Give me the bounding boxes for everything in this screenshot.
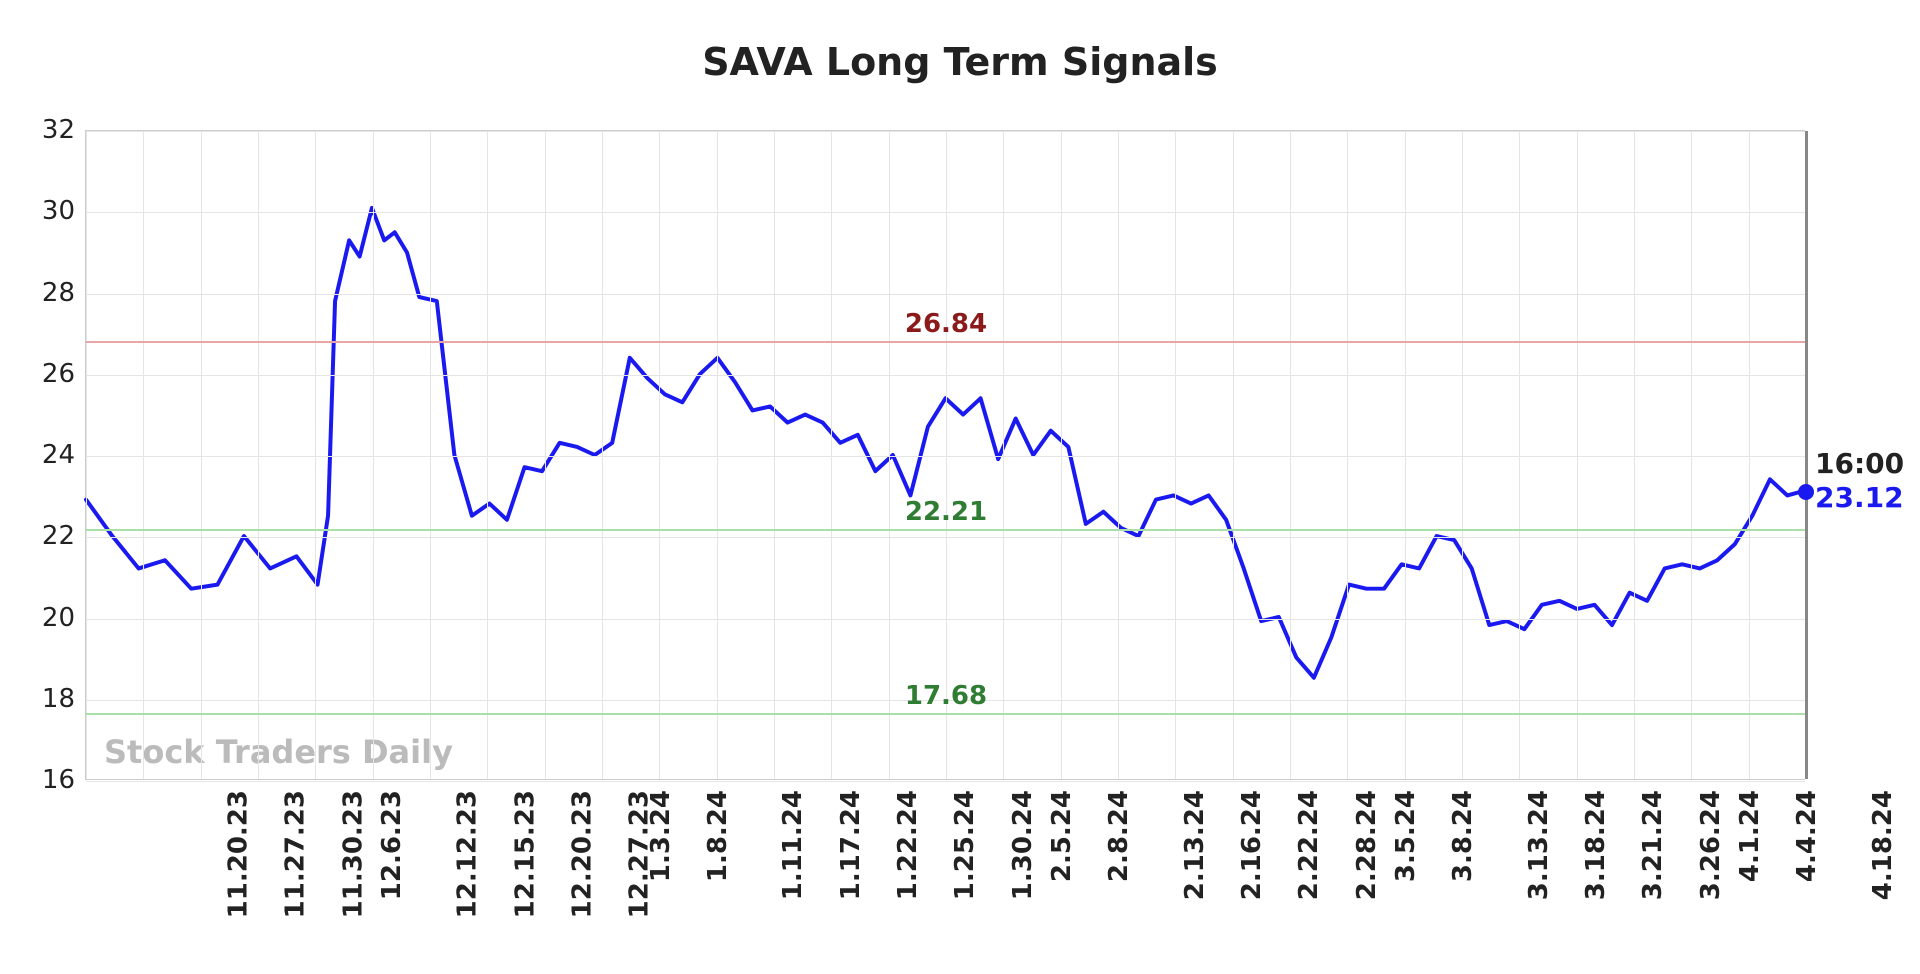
x-tick-label: 2.8.24 (1104, 790, 1134, 882)
x-tick-label: 2.16.24 (1237, 790, 1267, 900)
grid-line-vertical (1118, 131, 1119, 779)
grid-line-vertical (1061, 131, 1062, 779)
grid-line-vertical (315, 131, 316, 779)
grid-line-vertical (602, 131, 603, 779)
x-tick-label: 12.15.23 (510, 790, 540, 918)
x-tick-label: 2.28.24 (1352, 790, 1382, 900)
grid-line-vertical (1003, 131, 1004, 779)
x-tick-label: 12.12.23 (453, 790, 483, 918)
y-tick-label: 26 (42, 359, 75, 389)
grid-line-vertical (889, 131, 890, 779)
x-tick-label: 3.18.24 (1581, 790, 1611, 900)
grid-line-vertical (373, 131, 374, 779)
grid-line-vertical (1347, 131, 1348, 779)
end-time-label: 16:00 (1815, 447, 1904, 480)
grid-line-vertical (86, 131, 87, 779)
reference-line (86, 529, 1805, 531)
grid-line-vertical (1749, 131, 1750, 779)
reference-line (86, 713, 1805, 715)
y-tick-label: 28 (42, 278, 75, 308)
grid-line-vertical (1290, 131, 1291, 779)
grid-line-vertical (201, 131, 202, 779)
y-tick-label: 20 (42, 603, 75, 633)
y-tick-label: 30 (42, 196, 75, 226)
end-price-label: 23.12 (1815, 481, 1904, 514)
x-tick-label: 1.30.24 (1008, 790, 1038, 900)
x-tick-label: 12.20.23 (567, 790, 597, 918)
grid-line-vertical (1175, 131, 1176, 779)
y-tick-label: 18 (42, 684, 75, 714)
y-tick-label: 22 (42, 521, 75, 551)
grid-line-vertical (143, 131, 144, 779)
x-tick-label: 2.13.24 (1180, 790, 1210, 900)
chart-title: SAVA Long Term Signals (0, 40, 1920, 84)
x-tick-label: 2.22.24 (1295, 790, 1325, 900)
grid-line-vertical (831, 131, 832, 779)
grid-line-vertical (258, 131, 259, 779)
reference-line-label: 26.84 (905, 309, 987, 339)
x-tick-label: 4.1.24 (1735, 790, 1765, 882)
grid-line-vertical (1691, 131, 1692, 779)
y-tick-label: 16 (42, 765, 75, 795)
grid-line-vertical (430, 131, 431, 779)
grid-line-vertical (1577, 131, 1578, 779)
x-tick-label: 1.3.24 (646, 790, 676, 882)
x-tick-label: 3.13.24 (1524, 790, 1554, 900)
grid-line-vertical (717, 131, 718, 779)
reference-line-label: 17.68 (905, 681, 987, 711)
end-marker-dot (1798, 484, 1814, 500)
x-tick-label: 11.20.23 (223, 790, 253, 918)
grid-line-vertical (774, 131, 775, 779)
x-tick-label: 3.5.24 (1391, 790, 1421, 882)
grid-line-vertical (1462, 131, 1463, 779)
x-tick-label: 1.17.24 (836, 790, 866, 900)
plot-area: Stock Traders Daily 26.84 22.21 17.68 (85, 130, 1805, 780)
grid-line-vertical (487, 131, 488, 779)
grid-line-vertical (1634, 131, 1635, 779)
x-tick-label: 11.30.23 (338, 790, 368, 918)
x-tick-label: 4.4.24 (1792, 790, 1822, 882)
reference-line-label: 22.21 (905, 497, 987, 527)
x-tick-label: 1.11.24 (779, 790, 809, 900)
grid-line-vertical (1519, 131, 1520, 779)
grid-line-vertical (659, 131, 660, 779)
x-tick-label: 3.8.24 (1448, 790, 1478, 882)
x-tick-label: 12.6.23 (377, 790, 407, 900)
vertical-end-line (1805, 131, 1808, 779)
y-tick-label: 32 (42, 115, 75, 145)
y-tick-label: 24 (42, 440, 75, 470)
grid-line-vertical (545, 131, 546, 779)
reference-line (86, 341, 1805, 343)
x-tick-label: 3.21.24 (1639, 790, 1669, 900)
x-tick-label: 4.18.24 (1868, 790, 1898, 900)
x-tick-label: 1.8.24 (703, 790, 733, 882)
x-tick-label: 3.26.24 (1696, 790, 1726, 900)
x-tick-label: 1.25.24 (951, 790, 981, 900)
x-tick-label: 2.5.24 (1047, 790, 1077, 882)
x-tick-label: 1.22.24 (893, 790, 923, 900)
sava-signals-chart: SAVA Long Term Signals Stock Traders Dai… (0, 0, 1920, 974)
grid-line-vertical (1405, 131, 1406, 779)
grid-line-horizontal (86, 781, 1805, 782)
grid-line-vertical (1233, 131, 1234, 779)
watermark-text: Stock Traders Daily (104, 733, 453, 771)
x-tick-label: 11.27.23 (281, 790, 311, 918)
